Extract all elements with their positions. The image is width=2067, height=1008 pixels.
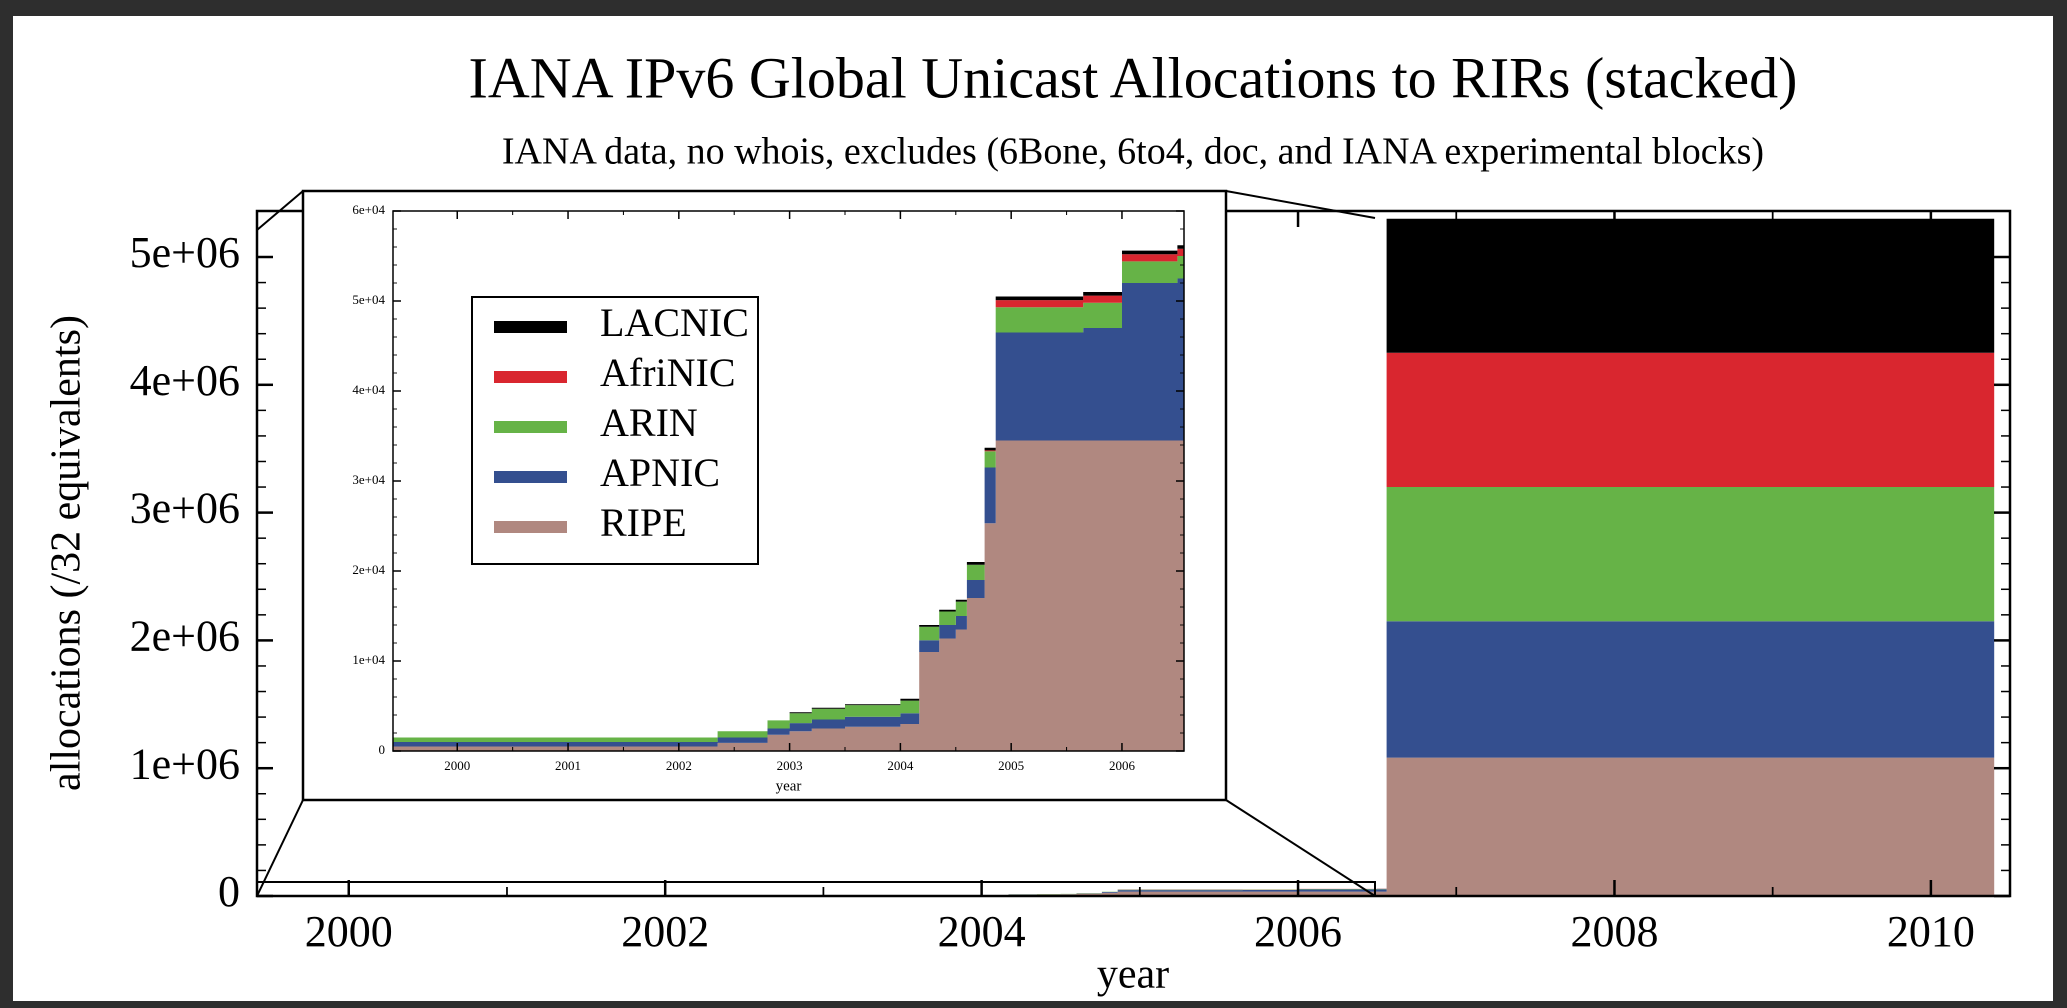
- legend-label: ARIN: [600, 400, 698, 445]
- x-tick-label: 2006: [1109, 758, 1136, 773]
- x-tick-label: 2003: [777, 758, 803, 773]
- y-tick-label: 2e+04: [352, 562, 385, 577]
- chart-title: IANA IPv6 Global Unicast Allocations to …: [469, 45, 1798, 110]
- area: [393, 256, 1184, 742]
- y-tick-label: 5e+06: [130, 228, 240, 277]
- x-tick-label: 2005: [998, 758, 1024, 773]
- legend-label: LACNIC: [600, 300, 749, 345]
- x-axis-label: year: [776, 778, 802, 794]
- zoom-indicator: [256, 189, 1376, 897]
- y-tick-label: 4e+06: [130, 356, 240, 405]
- y-tick-label: 2e+06: [130, 611, 240, 660]
- y-axis-label: allocations (/32 equivalents): [44, 315, 90, 791]
- y-tick-label: 1e+04: [352, 652, 385, 667]
- y-tick-label: 3e+06: [130, 484, 240, 533]
- x-tick-label: 2004: [938, 907, 1026, 956]
- y-tick-label: 0: [379, 742, 386, 757]
- zoom-region: [256, 881, 1376, 897]
- area: [257, 487, 1995, 896]
- legend-label: AfriNIC: [600, 350, 736, 395]
- area: [393, 440, 1184, 751]
- area: [257, 757, 1995, 896]
- area: [257, 218, 1995, 896]
- area: [393, 248, 1184, 738]
- legend-label: APNIC: [600, 450, 720, 495]
- area: [393, 245, 1184, 738]
- x-tick-label: 2006: [1254, 907, 1342, 956]
- x-tick-label: 2002: [621, 907, 709, 956]
- main-plot: 2000 2002 2004 2006 2008 2010 0 1e+06 2e+06 3e+06…: [130, 209, 2012, 956]
- y-tick-label: 1e+06: [130, 739, 240, 788]
- legend-box: [471, 296, 759, 565]
- x-tick-label: 2000: [305, 907, 393, 956]
- y-tick-label: 6e+04: [352, 202, 385, 217]
- y-tick-label: 5e+04: [352, 292, 385, 307]
- zoom-connector: [256, 190, 304, 231]
- zoom-connector: [1225, 799, 1376, 897]
- y-tick-label: 0: [218, 867, 240, 916]
- zoom-connector: [1225, 190, 1376, 219]
- x-tick-label: 2002: [666, 758, 692, 773]
- x-tick-label: 2004: [887, 758, 914, 773]
- x-tick-label: 2008: [1570, 907, 1658, 956]
- y-tick-label: 4e+04: [352, 382, 385, 397]
- y-tick-label: 3e+04: [352, 472, 385, 487]
- x-tick-label: 2000: [444, 758, 470, 773]
- area: [257, 352, 1995, 896]
- inset-plot: 2000 2001 2002 2003 2004 2005 2006 0 1e+04 2e+04 3…: [352, 202, 1185, 794]
- x-tick-label: 2010: [1887, 907, 1975, 956]
- zoom-connector: [256, 799, 304, 897]
- chart-subtitle: IANA data, no whois, excludes (6Bone, 6t…: [502, 131, 1764, 173]
- legend-label: RIPE: [600, 500, 687, 545]
- x-tick-label: 2001: [555, 758, 581, 773]
- x-axis-label: year: [1097, 952, 1169, 998]
- area: [257, 621, 1995, 896]
